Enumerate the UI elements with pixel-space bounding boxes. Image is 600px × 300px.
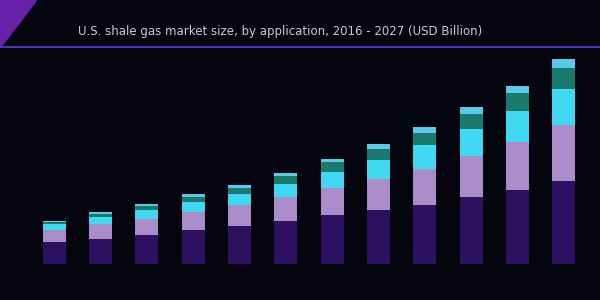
Bar [413, 133, 436, 145]
Bar [320, 215, 344, 264]
Bar [135, 204, 158, 206]
Bar [460, 107, 483, 114]
Bar [413, 205, 436, 264]
Bar [274, 176, 298, 184]
Bar [506, 86, 529, 93]
Bar [413, 127, 436, 133]
Bar [228, 194, 251, 205]
Bar [367, 144, 390, 149]
Bar [182, 196, 205, 202]
Bar [135, 219, 158, 235]
Bar [274, 184, 298, 197]
Bar [182, 212, 205, 230]
Bar [43, 242, 66, 264]
Bar [135, 210, 158, 219]
Bar [89, 239, 112, 264]
Bar [506, 93, 529, 111]
Bar [228, 188, 251, 194]
Bar [274, 172, 298, 176]
Bar [182, 230, 205, 264]
Bar [367, 179, 390, 210]
Bar [320, 172, 344, 188]
Bar [460, 197, 483, 264]
Bar [182, 194, 205, 196]
Bar [89, 217, 112, 224]
Bar [460, 129, 483, 156]
Bar [182, 202, 205, 212]
Bar [274, 221, 298, 264]
Bar [89, 214, 112, 217]
Bar [552, 181, 575, 264]
Bar [43, 222, 66, 224]
Bar [506, 111, 529, 142]
Bar [43, 224, 66, 230]
Bar [367, 149, 390, 160]
Bar [413, 169, 436, 205]
Bar [274, 197, 298, 221]
Bar [228, 185, 251, 188]
Bar [228, 226, 251, 264]
Bar [552, 125, 575, 181]
Bar [413, 145, 436, 169]
Bar [367, 160, 390, 179]
Bar [228, 205, 251, 226]
Bar [320, 159, 344, 162]
Bar [43, 230, 66, 242]
Bar [89, 224, 112, 239]
Bar [89, 212, 112, 214]
Bar [506, 190, 529, 264]
Bar [43, 221, 66, 222]
Bar [367, 210, 390, 264]
Bar [135, 235, 158, 264]
Bar [552, 59, 575, 68]
Bar [460, 114, 483, 129]
Bar [552, 68, 575, 89]
Bar [320, 188, 344, 215]
Bar [320, 162, 344, 172]
Text: U.S. shale gas market size, by application, 2016 - 2027 (USD Billion): U.S. shale gas market size, by applicati… [78, 25, 482, 38]
Bar [135, 206, 158, 210]
Bar [460, 156, 483, 197]
Bar [552, 89, 575, 125]
Bar [506, 142, 529, 190]
